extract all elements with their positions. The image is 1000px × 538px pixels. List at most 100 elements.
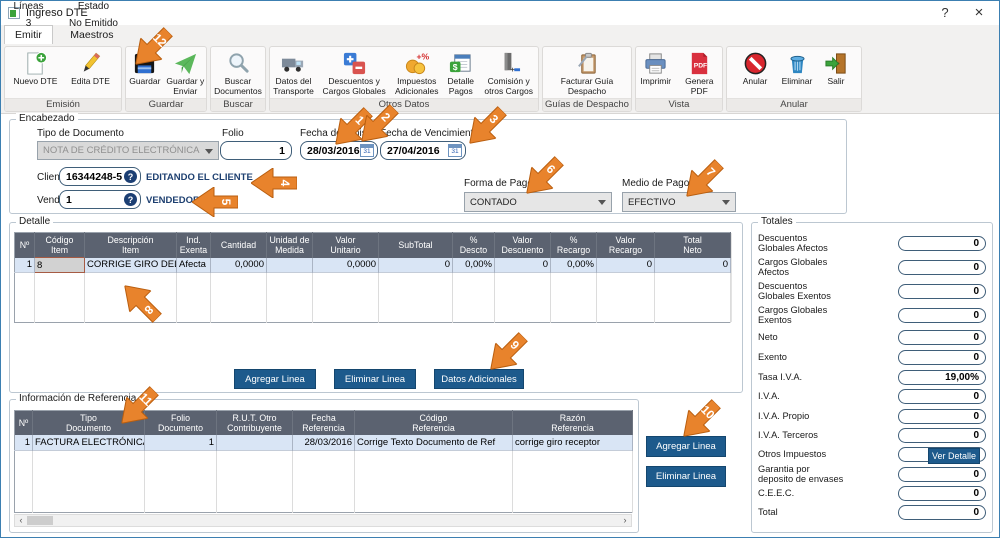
- iva-propio-field[interactable]: 0: [898, 408, 986, 424]
- detalle-agregar-linea-button[interactable]: Agregar Linea: [234, 369, 316, 389]
- cell-fecha-referencia[interactable]: 28/03/2016: [292, 435, 355, 451]
- cell-ind-exenta[interactable]: Afecta: [176, 257, 211, 273]
- cell-cantidad[interactable]: 0,0000: [210, 257, 267, 273]
- anular-button[interactable]: Anular: [735, 50, 775, 88]
- detalle-empty-rows: [14, 272, 731, 323]
- total-row: Descuentos Globales Afectos 0: [758, 231, 986, 255]
- imprimir-button[interactable]: Imprimir: [636, 50, 676, 88]
- tab-emitir[interactable]: Emitir: [4, 25, 53, 44]
- vendedor-status-text: VENDEDOR: [146, 195, 200, 206]
- cell-rut-otro[interactable]: [216, 435, 293, 451]
- cell-subtotal[interactable]: 0: [378, 257, 453, 273]
- group-label-anular: Anular: [727, 98, 861, 111]
- detalle-header-row: Nº Código Item Descripción Item Ind. Exenta…: [14, 232, 731, 258]
- cargos-globales-afectos-field[interactable]: 0: [898, 259, 986, 275]
- tab-maestros[interactable]: Maestros: [70, 29, 114, 41]
- title-bar: Ingreso DTE: [1, 1, 999, 25]
- facturar-guia-button[interactable]: Facturar Guía Despacho: [550, 50, 624, 98]
- referencia-horizontal-scrollbar[interactable]: ‹ ›: [14, 514, 632, 527]
- total-row: Garantia por deposito de envases 0: [758, 462, 986, 486]
- total-row: I.V.A. 0: [758, 384, 986, 408]
- cell-numero[interactable]: 1: [14, 257, 35, 273]
- descuentos-globales-exentos-field[interactable]: 0: [898, 283, 986, 299]
- ribbon-group-guias: Facturar Guía Despacho Guías de Despacho: [542, 46, 632, 112]
- totales-label: Totales: [758, 216, 796, 227]
- cell-unidad[interactable]: [266, 257, 313, 273]
- help-lookup-icon[interactable]: ?: [124, 193, 137, 206]
- tipo-documento-combo[interactable]: NOTA DE CRÉDITO ELECTRÓNICA: [37, 141, 219, 160]
- iva-field[interactable]: 0: [898, 388, 986, 404]
- fecha-vencimiento-label: Fecha de Vencimiento: [380, 128, 479, 139]
- cell-razon-referencia[interactable]: corrige giro receptor: [512, 435, 633, 451]
- scrollbar-thumb[interactable]: [27, 516, 53, 525]
- comision-cargos-button[interactable]: + Comisión y otros Cargos: [479, 50, 538, 98]
- total-row: I.V.A. Propio 0: [758, 404, 986, 428]
- datos-adicionales-button[interactable]: Datos Adicionales: [434, 369, 524, 389]
- guardar-y-enviar-button[interactable]: Guardar y Enviar: [165, 50, 206, 98]
- eliminar-button[interactable]: Eliminar: [776, 50, 818, 88]
- cell-codigo-referencia[interactable]: Corrige Texto Documento de Ref: [354, 435, 513, 451]
- nuevo-dte-button[interactable]: Nuevo DTE: [9, 50, 63, 88]
- forma-pago-label: Forma de Pago: [464, 178, 533, 189]
- cliente-field[interactable]: 16344248-5 ?: [59, 167, 141, 186]
- total-row: Exento 0: [758, 345, 986, 369]
- calendar-icon[interactable]: 31: [448, 144, 462, 157]
- buscar-documentos-button[interactable]: Buscar Documentos: [211, 50, 265, 98]
- fecha-vencimiento-field[interactable]: 27/04/2016 31: [380, 141, 466, 160]
- group-label-buscar: Buscar: [211, 98, 265, 111]
- total-row: Descuentos Globales Exentos 0: [758, 279, 986, 303]
- pdf-icon: PDF: [691, 52, 707, 75]
- total-row: Neto 0: [758, 325, 986, 349]
- cargos-globales-exentos-field[interactable]: 0: [898, 307, 986, 323]
- calendar-icon[interactable]: 31: [360, 144, 374, 157]
- fecha-emision-field[interactable]: 28/03/2016 31: [300, 141, 378, 160]
- cell-total-neto[interactable]: 0: [654, 257, 731, 273]
- cell-pct-descto[interactable]: 0,00%: [452, 257, 495, 273]
- medio-pago-combo[interactable]: EFECTIVO: [622, 192, 736, 212]
- close-button[interactable]: ×: [974, 4, 984, 21]
- cell-valor-recargo[interactable]: 0: [596, 257, 655, 273]
- impuestos-adicionales-button[interactable]: +% Impuestos Adicionales: [394, 51, 439, 96]
- cell-pct-recargo[interactable]: 0,00%: [550, 257, 597, 273]
- ribbon-group-buscar: Buscar Documentos Buscar: [210, 46, 266, 112]
- descuentos-globales-afectos-field[interactable]: 0: [898, 235, 986, 251]
- edita-dte-button[interactable]: Edita DTE: [64, 50, 118, 88]
- iva-terceros-field[interactable]: 0: [898, 427, 986, 443]
- neto-field[interactable]: 0: [898, 329, 986, 345]
- cell-valor-descuento[interactable]: 0: [494, 257, 551, 273]
- tasa-iva-field[interactable]: 19,00%: [898, 369, 986, 385]
- folio-field[interactable]: 1: [220, 141, 292, 160]
- annotation-arrow-10: 10: [673, 393, 727, 447]
- salir-button[interactable]: Salir: [819, 50, 853, 88]
- cell-tipo-documento[interactable]: FACTURA ELECTRÓNICA: [32, 435, 145, 451]
- cell-numero[interactable]: 1: [14, 435, 33, 451]
- referencia-eliminar-linea-button[interactable]: Eliminar Linea: [646, 466, 726, 487]
- estado-label: Estado: [77, 1, 110, 12]
- help-button[interactable]: ?: [941, 5, 949, 20]
- forma-pago-combo[interactable]: CONTADO: [464, 192, 612, 212]
- referencia-header-row: Nº Tipo Documento Folio Documento R.U.T. O…: [14, 410, 633, 436]
- scroll-right-icon[interactable]: ›: [623, 515, 627, 525]
- genera-pdf-button[interactable]: PDF Genera PDF: [677, 50, 722, 98]
- scroll-left-icon[interactable]: ‹: [19, 515, 23, 525]
- detalle-pagos-button[interactable]: $ Detalle Pagos: [443, 50, 478, 98]
- descuentos-cargos-button[interactable]: Descuentos y Cargos Globales: [318, 50, 390, 98]
- cell-descripcion[interactable]: CORRIGE GIRO DEL REC: [84, 257, 177, 273]
- cell-folio-documento[interactable]: 1: [144, 435, 217, 451]
- referencia-agregar-linea-button[interactable]: Agregar Linea: [646, 436, 726, 457]
- cell-codigo-item[interactable]: 8: [34, 257, 85, 274]
- exento-field[interactable]: 0: [898, 349, 986, 365]
- garantia-envases-field[interactable]: 0: [898, 466, 986, 482]
- datos-transporte-button[interactable]: Datos del Transporte: [270, 50, 317, 98]
- new-document-icon: [27, 51, 48, 75]
- ver-detalle-button[interactable]: Ver Detalle: [928, 448, 980, 464]
- ceec-field[interactable]: 0: [898, 485, 986, 501]
- detalle-eliminar-linea-button[interactable]: Eliminar Linea: [334, 369, 416, 389]
- help-lookup-icon[interactable]: ?: [124, 170, 137, 183]
- commission-icon: +: [504, 52, 521, 74]
- total-field[interactable]: 0: [898, 504, 986, 520]
- cell-valor-unitario[interactable]: 0,0000: [312, 257, 379, 273]
- detalle-vertical-scrollbar[interactable]: [731, 233, 740, 322]
- vendedor-field[interactable]: 1 ?: [59, 190, 141, 209]
